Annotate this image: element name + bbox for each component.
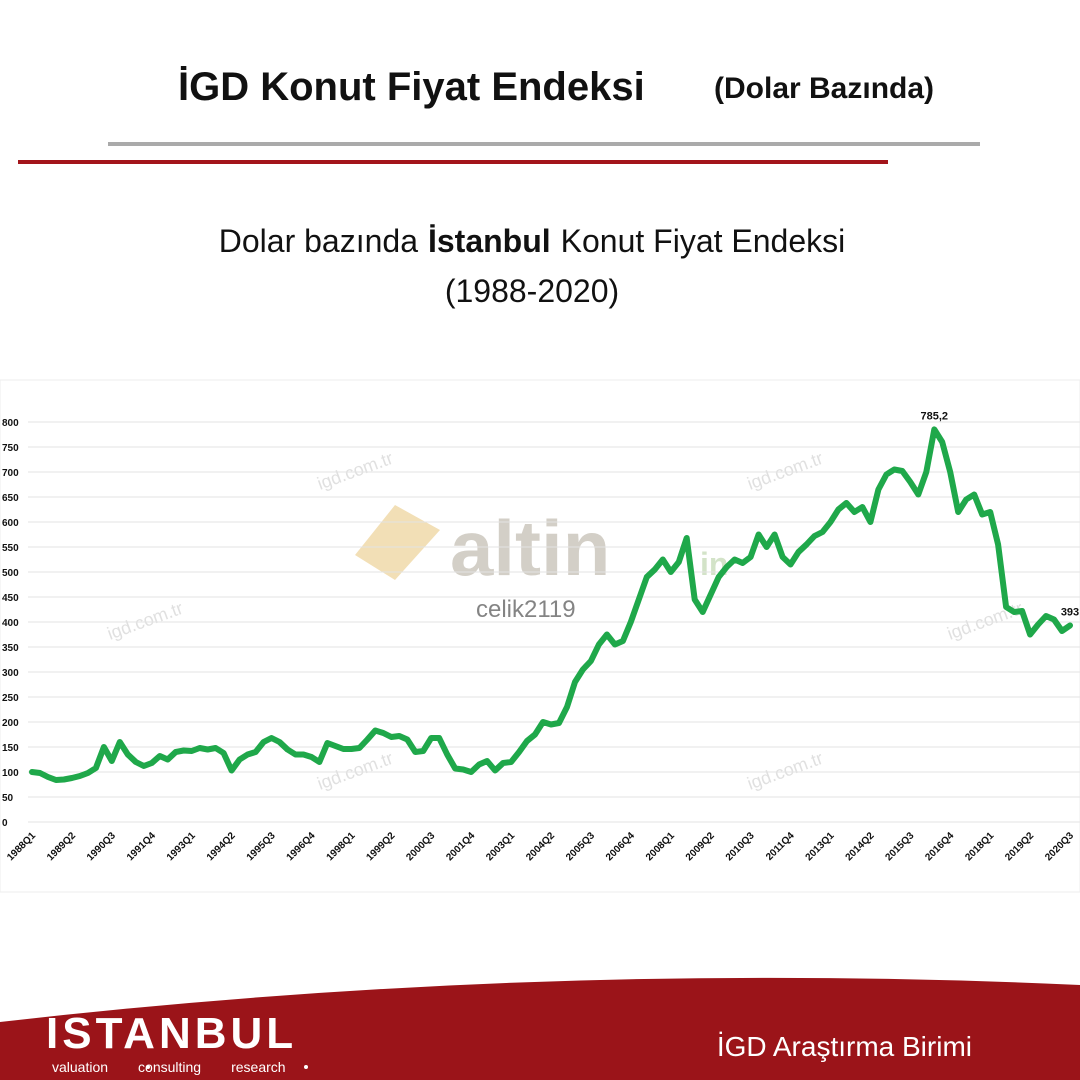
brand-watermark: in (700, 546, 728, 582)
brand-watermark: altin (450, 504, 610, 592)
y-tick-label: 300 (2, 668, 19, 679)
chart-title: Dolar bazında İstanbul Konut Fiyat Endeksi (219, 223, 846, 259)
value-label: 393 (1061, 607, 1079, 619)
y-tick-label: 0 (2, 818, 8, 829)
chart-title-part: Konut Fiyat Endeksi (561, 223, 846, 259)
data-line (29, 426, 1073, 783)
footer-tagline: valuation consulting research (52, 1059, 286, 1075)
footer-band (0, 977, 1080, 1080)
y-tick-label: 50 (2, 793, 14, 804)
y-tick-label: 650 (2, 493, 19, 504)
user-watermark: celik2119 (476, 596, 576, 623)
tagline-part: valuation (52, 1059, 108, 1075)
chart-area (0, 379, 1080, 893)
footer-logo: İSTANBUL (46, 1009, 297, 1058)
y-tick-label: 800 (2, 418, 19, 429)
y-tick-label: 150 (2, 743, 19, 754)
y-tick-label: 700 (2, 468, 19, 479)
chart-subtitle: (1988-2020) (445, 273, 619, 309)
y-tick-label: 250 (2, 693, 19, 704)
y-tick-label: 600 (2, 518, 19, 529)
footer-unit: İGD Araştırma Birimi (717, 1031, 972, 1062)
tagline-dot (304, 1065, 308, 1069)
y-tick-label: 750 (2, 443, 19, 454)
tagline-dot (146, 1065, 150, 1069)
header-note: (Dolar Bazında) (714, 72, 934, 105)
y-tick-label: 350 (2, 643, 19, 654)
chart-title-part: Dolar bazında (219, 223, 418, 259)
tagline-part: consulting (138, 1059, 201, 1075)
brand-icon (355, 505, 440, 580)
y-tick-label: 100 (2, 768, 19, 779)
y-tick-label: 200 (2, 718, 19, 729)
y-tick-label: 450 (2, 593, 19, 604)
chart-title-part: İstanbul (428, 223, 551, 259)
y-tick-label: 400 (2, 618, 19, 629)
y-tick-label: 500 (2, 568, 19, 579)
y-tick-label: 550 (2, 543, 19, 554)
tagline-part: research (231, 1059, 285, 1075)
header-title: İGD Konut Fiyat Endeksi (178, 65, 645, 109)
value-label: 785,2 (920, 410, 948, 422)
